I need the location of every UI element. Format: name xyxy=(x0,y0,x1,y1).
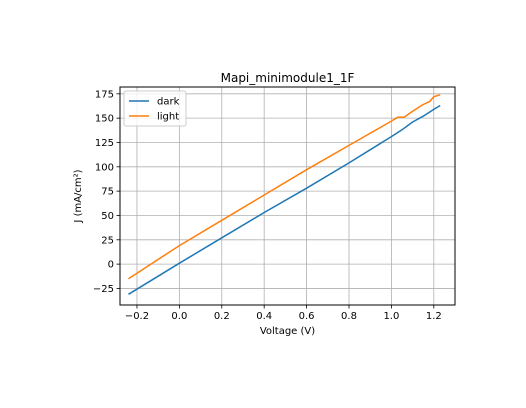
y-tick-label: 125 xyxy=(95,138,114,149)
x-tick-label: 0.2 xyxy=(214,311,230,322)
chart-title: Mapi_minimodule1_1F xyxy=(221,71,355,85)
x-tick-label: 1.2 xyxy=(426,311,442,322)
series-layer xyxy=(128,94,441,295)
y-tick-label: 175 xyxy=(95,89,114,100)
y-tick-label: 150 xyxy=(95,114,114,125)
legend-label-dark: dark xyxy=(157,97,180,108)
x-axis-label: Voltage (V) xyxy=(260,326,315,337)
y-tick-label: 0 xyxy=(108,260,114,271)
x-tick-label: 0.4 xyxy=(256,311,272,322)
ticks-layer: −0.2 0.0 0.2 0.4 0.6 0.8 1.0 1.2 −25 0 25 50 75 100 12… xyxy=(93,89,442,322)
y-tick-label: −25 xyxy=(93,284,114,295)
legend-box xyxy=(123,90,187,127)
y-tick-label: 50 xyxy=(101,211,114,222)
x-tick-label: 0.6 xyxy=(299,311,315,322)
y-tick-label: 75 xyxy=(101,187,114,198)
y-axis-label: J (mA/cm²) xyxy=(73,169,84,223)
grid-layer xyxy=(120,87,455,305)
x-tick-label: 0.8 xyxy=(341,311,357,322)
series-line-light xyxy=(128,94,441,280)
x-tick-label: 1.0 xyxy=(383,311,399,322)
legend: dark light xyxy=(123,90,187,127)
y-tick-label: 25 xyxy=(101,235,114,246)
legend-label-light: light xyxy=(157,112,179,123)
series-line-dark xyxy=(128,104,441,295)
plot-frame xyxy=(119,86,456,306)
x-tick-label: 0.0 xyxy=(171,311,187,322)
y-tick-label: 100 xyxy=(95,162,114,173)
x-tick-label: −0.2 xyxy=(125,311,149,322)
